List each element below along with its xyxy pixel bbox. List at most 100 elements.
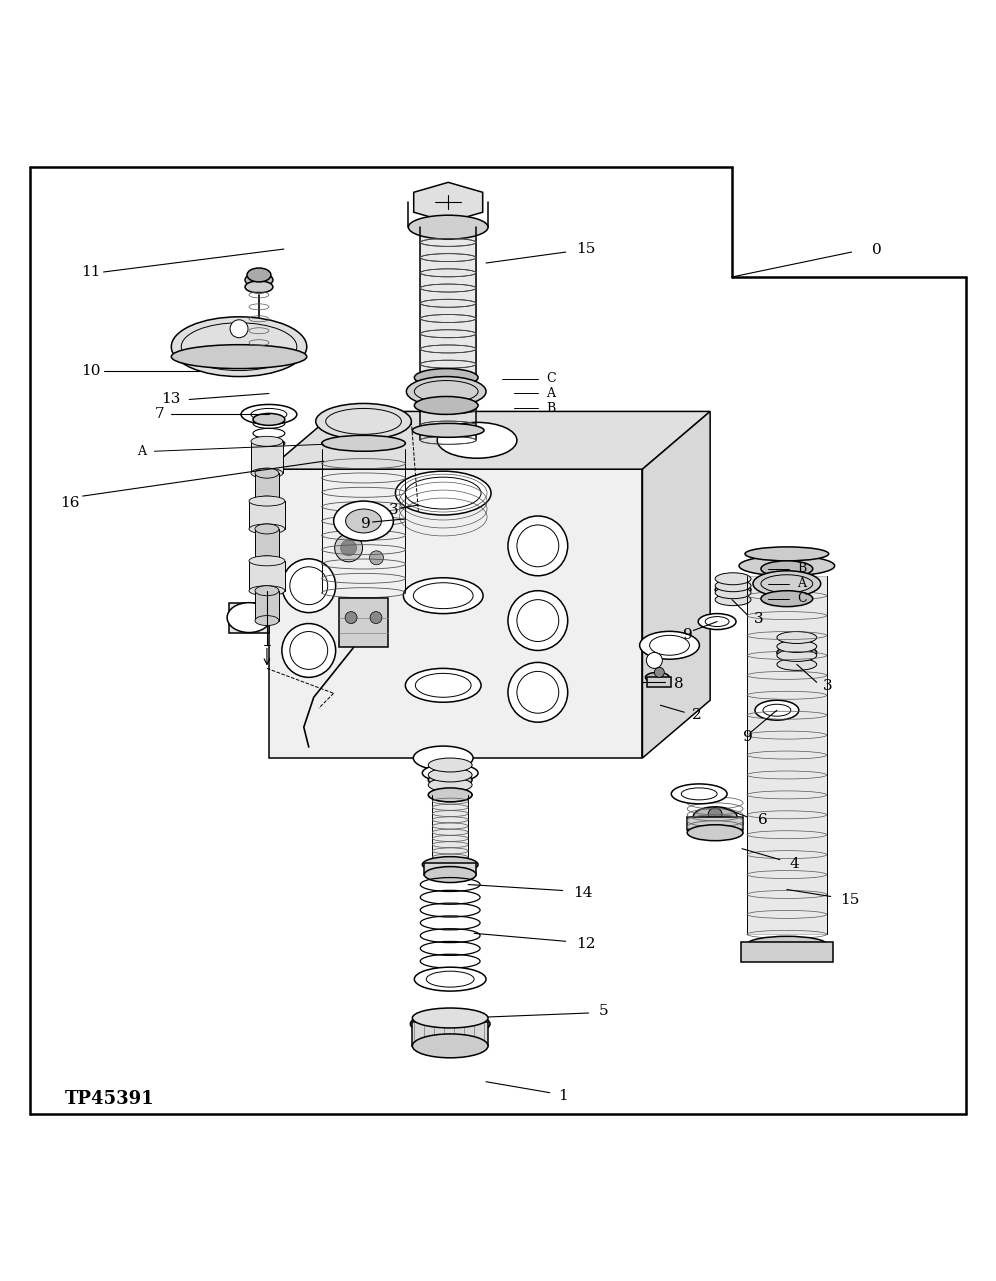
Ellipse shape	[171, 316, 307, 377]
Ellipse shape	[415, 674, 471, 697]
Ellipse shape	[346, 509, 381, 533]
Ellipse shape	[639, 632, 699, 660]
Ellipse shape	[508, 591, 568, 651]
Polygon shape	[269, 411, 710, 469]
Ellipse shape	[715, 580, 751, 592]
Ellipse shape	[249, 556, 285, 566]
Ellipse shape	[428, 788, 472, 802]
Ellipse shape	[412, 1034, 488, 1058]
Circle shape	[646, 652, 662, 669]
Ellipse shape	[777, 658, 817, 670]
Ellipse shape	[410, 1012, 490, 1036]
Ellipse shape	[428, 769, 472, 781]
Ellipse shape	[249, 585, 285, 596]
Bar	[322, 450, 405, 593]
Circle shape	[260, 347, 278, 365]
Ellipse shape	[181, 323, 297, 370]
Ellipse shape	[414, 967, 486, 991]
Text: 7: 7	[154, 407, 164, 421]
Ellipse shape	[326, 409, 401, 434]
Ellipse shape	[715, 573, 751, 584]
Ellipse shape	[255, 496, 279, 506]
Ellipse shape	[403, 578, 483, 614]
Text: 1: 1	[558, 1089, 568, 1103]
Ellipse shape	[282, 624, 336, 678]
Polygon shape	[413, 182, 483, 222]
Ellipse shape	[755, 701, 799, 720]
Ellipse shape	[428, 772, 472, 787]
Text: 16: 16	[60, 496, 80, 510]
Ellipse shape	[316, 404, 411, 439]
Text: 3: 3	[754, 611, 764, 625]
Text: 12: 12	[576, 938, 596, 952]
Bar	[255, 529, 279, 561]
Ellipse shape	[255, 524, 279, 534]
Text: C: C	[797, 592, 807, 605]
Ellipse shape	[508, 662, 568, 722]
Ellipse shape	[428, 778, 472, 792]
Ellipse shape	[255, 556, 279, 566]
Circle shape	[371, 611, 381, 624]
Ellipse shape	[255, 468, 279, 478]
Text: A: A	[797, 578, 806, 591]
Circle shape	[654, 667, 664, 678]
Ellipse shape	[434, 769, 466, 778]
Ellipse shape	[715, 587, 751, 598]
Ellipse shape	[227, 602, 271, 633]
Ellipse shape	[413, 746, 473, 770]
Bar	[424, 862, 476, 875]
Text: 10: 10	[81, 364, 101, 378]
Ellipse shape	[428, 758, 472, 772]
Text: 14: 14	[573, 886, 593, 901]
Ellipse shape	[405, 669, 481, 702]
Ellipse shape	[739, 556, 835, 575]
Ellipse shape	[422, 857, 478, 872]
Ellipse shape	[255, 585, 279, 596]
Circle shape	[345, 611, 357, 624]
Ellipse shape	[422, 763, 478, 781]
Ellipse shape	[428, 788, 472, 802]
Text: B: B	[546, 402, 555, 415]
Ellipse shape	[251, 468, 283, 478]
Ellipse shape	[424, 866, 476, 883]
Ellipse shape	[245, 281, 273, 293]
Polygon shape	[642, 411, 710, 758]
Text: 0: 0	[872, 243, 881, 257]
Ellipse shape	[426, 971, 474, 988]
Ellipse shape	[777, 640, 817, 652]
Ellipse shape	[290, 566, 328, 605]
Bar	[432, 796, 468, 870]
Polygon shape	[229, 602, 269, 633]
Text: A: A	[546, 387, 555, 400]
Bar	[747, 575, 827, 934]
Ellipse shape	[753, 571, 821, 597]
Bar	[251, 441, 283, 473]
Ellipse shape	[761, 591, 813, 607]
Text: 13: 13	[161, 392, 180, 406]
Ellipse shape	[687, 825, 743, 840]
Text: 9: 9	[361, 518, 371, 530]
Text: 9: 9	[743, 730, 753, 744]
Ellipse shape	[437, 423, 517, 459]
Text: C: C	[546, 371, 556, 386]
Ellipse shape	[290, 632, 328, 670]
Ellipse shape	[517, 600, 559, 642]
Circle shape	[230, 320, 248, 338]
Ellipse shape	[414, 397, 478, 415]
Ellipse shape	[745, 547, 829, 561]
Text: A: A	[137, 445, 146, 457]
Text: 3: 3	[823, 679, 833, 693]
Bar	[647, 678, 671, 688]
Ellipse shape	[395, 471, 491, 515]
Ellipse shape	[251, 409, 287, 420]
Ellipse shape	[413, 583, 473, 608]
Ellipse shape	[251, 437, 283, 446]
Ellipse shape	[698, 614, 736, 629]
Ellipse shape	[334, 501, 393, 541]
Ellipse shape	[414, 369, 478, 387]
Ellipse shape	[253, 414, 285, 425]
Text: 3: 3	[388, 503, 398, 518]
Ellipse shape	[414, 380, 478, 402]
Text: B: B	[797, 562, 806, 575]
Ellipse shape	[508, 516, 568, 575]
